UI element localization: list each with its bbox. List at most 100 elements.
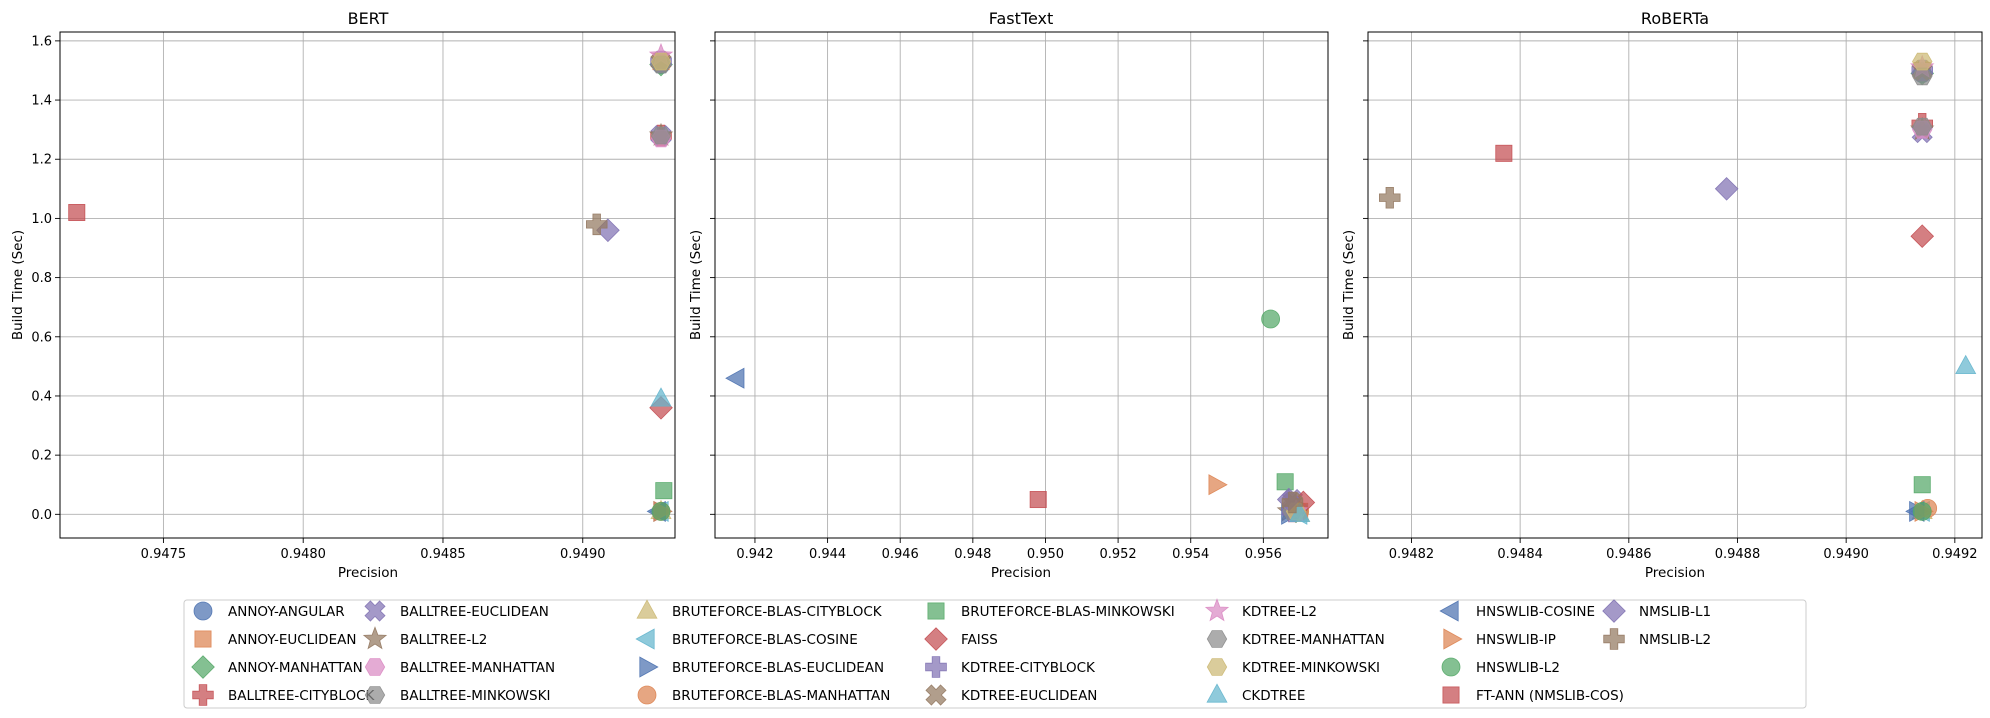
legend-label-balltree-l2: BALLTREE-L2 (400, 632, 487, 648)
legend-marker-bruteforce-blas-manhattan (637, 685, 657, 705)
point-bert-ft-ann-nmslib-cos (68, 204, 86, 222)
legend-label-nmslib-l2: NMSLIB-L2 (1639, 632, 1711, 648)
legend-marker-hnswlib-ip (1443, 628, 1463, 650)
ticks-roberta: 0.9482 0.9484 0.9486 0.9488 0.9490 0.9492 (1363, 40, 1978, 562)
point-roberta-faiss (1910, 224, 1935, 248)
x-tick-label: 0.948 (954, 547, 991, 562)
point-fasttext-bruteforce-blas-minkowski (1276, 473, 1294, 491)
legend-marker-balltree-manhattan (364, 658, 386, 676)
legend-label-hnswlib-l2: HNSWLIB-L2 (1476, 660, 1560, 676)
y-tick-label: 1.0 (31, 212, 52, 227)
x-tick-label: 0.9484 (1497, 547, 1543, 562)
axes-frame-fasttext (714, 31, 1329, 539)
legend-marker-annoy-angular (193, 601, 213, 621)
legend-label-bruteforce-blas-manhattan: BRUTEFORCE-BLAS-MANHATTAN (672, 688, 890, 704)
point-fasttext-hnswlib-ip (1208, 474, 1228, 496)
legend-label-kdtree-l2: KDTREE-L2 (1242, 604, 1317, 620)
panel-title-roberta: RoBERTa (1641, 9, 1709, 28)
ticks-bert: 0.9475 0.9480 0.9485 0.9490 0.0 0.2 0.4 0.6 0.8 1… (31, 34, 605, 562)
legend-label-hnswlib-ip: HNSWLIB-IP (1476, 632, 1556, 648)
legend-marker-annoy-manhattan (191, 655, 215, 679)
point-roberta-ckdtree (1955, 354, 1977, 375)
x-tick-label: 0.946 (882, 547, 919, 562)
legend-label-ckdtree: CKDTREE (1242, 688, 1305, 704)
legend-marker-faiss (924, 627, 948, 651)
legend-marker-bruteforce-blas-minkowski (927, 602, 945, 620)
point-bert-nmslib-l2 (586, 213, 608, 236)
legend-label-balltree-manhattan: BALLTREE-MANHATTAN (400, 660, 555, 676)
panel-roberta: RoBERTa 0.9482 0.9484 0.9486 0.9488 0.9490 0.… (1341, 9, 1983, 581)
legend-frame (183, 599, 1807, 709)
legend-label-bruteforce-blas-cityblock: BRUTEFORCE-BLAS-CITYBLOCK (672, 604, 883, 620)
y-tick-label: 0.2 (31, 449, 52, 464)
y-axis-label-fasttext: Build Time (Sec) (688, 230, 704, 340)
point-roberta-kdtree-minkowski (1912, 52, 1933, 71)
x-tick-label: 0.950 (1027, 547, 1064, 562)
legend-marker-kdtree-manhattan (1206, 630, 1228, 648)
legend-label-balltree-minkowski: BALLTREE-MINKOWSKI (400, 688, 550, 704)
point-bert-kdtree-minkowski (650, 52, 672, 71)
y-tick-label: 1.2 (31, 153, 52, 168)
legend-label-hnswlib-cosine: HNSWLIB-COSINE (1476, 604, 1595, 620)
legend-label-nmslib-l1: NMSLIB-L1 (1639, 604, 1711, 620)
x-tick-label: 0.9486 (1606, 547, 1652, 562)
legend-label-kdtree-cityblock: KDTREE-CITYBLOCK (961, 660, 1096, 676)
legend-label-bruteforce-blas-minkowski: BRUTEFORCE-BLAS-MINKOWSKI (961, 604, 1175, 620)
x-tick-label: 0.9490 (560, 547, 606, 562)
legend-marker-kdtree-l2 (1204, 598, 1230, 622)
legend-label-ft-ann-nmslib-cos: FT-ANN (NMSLIB-COS) (1476, 688, 1624, 704)
legend-marker-balltree-l2 (362, 626, 388, 650)
x-tick-label: 0.9488 (1715, 547, 1761, 562)
legend-marker-balltree-minkowski (364, 686, 386, 704)
legend-label-balltree-cityblock: BALLTREE-CITYBLOCK (228, 688, 375, 704)
grid-bert (60, 32, 675, 538)
x-tick-label: 0.942 (736, 547, 773, 562)
ticks-fasttext: 0.942 0.944 0.946 0.948 0.950 0.952 0.954 0.956 (710, 40, 1282, 562)
grid-roberta (1368, 32, 1982, 538)
legend-marker-bruteforce-blas-cosine (635, 628, 655, 650)
point-bert-hnswlib-l2 (651, 501, 671, 521)
y-tick-label: 0.0 (31, 508, 52, 523)
grid-fasttext (715, 32, 1328, 538)
legend-label-bruteforce-blas-euclidean: BRUTEFORCE-BLAS-EUCLIDEAN (672, 660, 884, 676)
point-fasttext-hnswlib-cosine (725, 367, 745, 389)
legend-marker-kdtree-cityblock (925, 656, 947, 678)
y-tick-label: 1.4 (31, 94, 52, 109)
legend-label-annoy-euclidean: ANNOY-EUCLIDEAN (228, 632, 356, 648)
x-tick-label: 0.9482 (1389, 547, 1435, 562)
legend-label-annoy-manhattan: ANNOY-MANHATTAN (228, 660, 363, 676)
x-axis-label-fasttext: Precision (991, 565, 1051, 581)
y-tick-label: 0.8 (31, 271, 52, 286)
legend-label-kdtree-manhattan: KDTREE-MANHATTAN (1242, 632, 1385, 648)
legend-marker-ckdtree (1206, 683, 1228, 703)
point-roberta-nmslib-l2 (1379, 186, 1401, 209)
legend-marker-kdtree-euclidean (925, 684, 947, 706)
point-bert-bruteforce-blas-minkowski (655, 482, 673, 500)
marks-bert (68, 42, 674, 522)
y-tick-label: 0.6 (31, 330, 52, 345)
legend-label-bruteforce-blas-cosine: BRUTEFORCE-BLAS-COSINE (672, 632, 858, 648)
point-bert-balltree-minkowski (650, 126, 672, 145)
y-tick-label: 1.6 (31, 34, 52, 49)
legend: ANNOY-ANGULAR ANNOY-EUCLIDEAN ANNOY-MANHAT… (183, 598, 1807, 709)
x-tick-label: 0.9475 (141, 547, 187, 562)
x-tick-label: 0.956 (1245, 547, 1282, 562)
legend-marker-balltree-euclidean (364, 600, 386, 622)
axes-frame-roberta (1367, 31, 1983, 539)
point-roberta-nmslib-l1 (1714, 177, 1739, 201)
legend-marker-ft-ann-nmslib-cos (1442, 686, 1460, 704)
point-roberta-balltree-minkowski (1912, 117, 1933, 136)
x-tick-label: 0.9490 (1823, 547, 1869, 562)
legend-marker-kdtree-minkowski (1206, 658, 1228, 676)
point-fasttext-ft-ann-nmslib-cos (1029, 491, 1047, 509)
legend-label-kdtree-euclidean: KDTREE-EUCLIDEAN (961, 688, 1097, 704)
point-roberta-hnswlib-l2 (1912, 501, 1932, 521)
x-tick-label: 0.944 (809, 547, 846, 562)
legend-marker-balltree-cityblock (192, 684, 214, 706)
legend-label-annoy-angular: ANNOY-ANGULAR (228, 604, 345, 620)
x-axis-label-roberta: Precision (1645, 565, 1705, 581)
marks-fasttext (725, 309, 1316, 525)
legend-label-balltree-euclidean: BALLTREE-EUCLIDEAN (400, 604, 549, 620)
marks-roberta (1379, 52, 1977, 522)
